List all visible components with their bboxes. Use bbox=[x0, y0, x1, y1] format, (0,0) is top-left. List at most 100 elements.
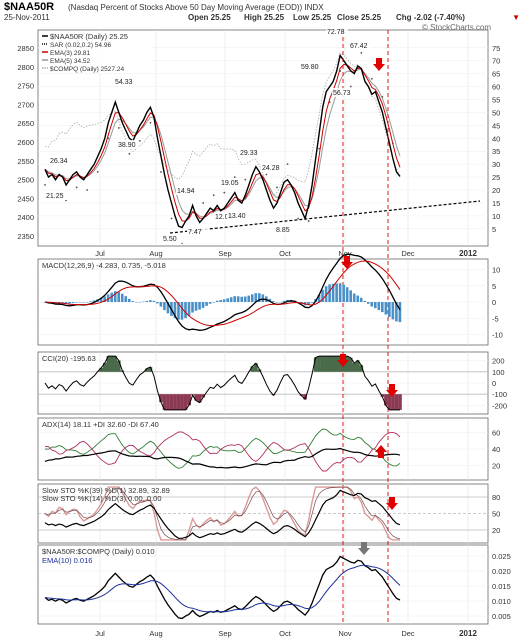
value-label: 14.94 bbox=[177, 188, 195, 195]
price-line bbox=[44, 53, 401, 229]
macd-histogram-bar bbox=[356, 295, 360, 302]
sar-dot bbox=[149, 121, 152, 124]
cci-tick: 200 bbox=[492, 357, 505, 366]
cci-overbought-fill bbox=[99, 367, 104, 372]
macd-histogram-bar bbox=[159, 302, 163, 307]
chg-down-icon: ▼ bbox=[512, 13, 520, 22]
sar-dot bbox=[107, 137, 110, 140]
sar-dot bbox=[212, 194, 215, 197]
open-label: Open 25.25 bbox=[188, 13, 231, 22]
month-label-2012: 2012 bbox=[459, 249, 477, 258]
value-label: 24.28 bbox=[262, 165, 280, 172]
cci-overbought-fill bbox=[145, 368, 149, 372]
macd-histogram-bar bbox=[149, 300, 152, 302]
month-label-aug: Aug bbox=[149, 249, 162, 258]
sar-dot bbox=[86, 189, 89, 191]
ratio-tick: 0.020 bbox=[492, 567, 511, 576]
cci-overbought-fill bbox=[148, 366, 153, 372]
macd-histogram-bar bbox=[103, 296, 106, 302]
main-legend-entry: SAR (0.02,0.2) 54.96 bbox=[50, 42, 111, 49]
main-right-tick: 25 bbox=[492, 173, 500, 182]
value-label: 7.47 bbox=[188, 229, 202, 236]
macd-histogram-bar bbox=[131, 301, 135, 302]
month-label-nov: Nov bbox=[338, 249, 352, 258]
symbol-description: (Nasdaq Percent of Stocks Above 50 Day M… bbox=[68, 3, 324, 12]
macd-histogram-bar bbox=[166, 302, 170, 314]
sar-dot bbox=[360, 52, 363, 54]
value-label: 56.73 bbox=[333, 90, 351, 97]
macd-histogram-bar bbox=[134, 301, 138, 303]
macd-histogram-bar bbox=[384, 302, 388, 315]
macd-histogram-bar bbox=[75, 302, 78, 303]
macd-histogram-bar bbox=[152, 300, 156, 302]
minus-di-line bbox=[44, 431, 401, 472]
main-legend-entry: $COMPQ (Daily) 2527.24 bbox=[50, 66, 124, 73]
sar-dot bbox=[265, 173, 268, 176]
month-label-oct: Oct bbox=[279, 249, 292, 258]
panel-frame-ratio bbox=[37, 544, 489, 625]
macd-histogram-bar bbox=[205, 302, 208, 306]
cci-oversold-fill bbox=[173, 394, 177, 410]
cci-oversold-fill bbox=[303, 394, 307, 400]
macd-tick: 0 bbox=[492, 298, 496, 307]
month-label-bottom-jul: Jul bbox=[95, 629, 105, 638]
main-right-tick: 65 bbox=[492, 70, 500, 79]
cci-overbought-fill bbox=[352, 362, 357, 372]
main-left-tick: 2800 bbox=[17, 63, 34, 72]
cci-overbought-fill bbox=[320, 356, 325, 372]
sto-legend-2: Slow STO %K(14) %D(3) 0.00, 0.00 bbox=[42, 494, 162, 503]
main-left-tick: 2550 bbox=[17, 157, 34, 166]
cci-oversold-fill bbox=[394, 394, 399, 410]
main-legend-entry: EMA(5) 34.52 bbox=[50, 58, 90, 65]
cci-overbought-fill bbox=[356, 360, 360, 372]
macd-histogram-bar bbox=[117, 291, 121, 302]
sto-tick: 50 bbox=[492, 510, 500, 519]
cci-overbought-fill bbox=[117, 360, 121, 372]
main-right-tick: 55 bbox=[492, 95, 500, 104]
macd-histogram-bar bbox=[180, 302, 184, 320]
macd-histogram-bar bbox=[370, 302, 374, 307]
cci-tick: -100 bbox=[492, 390, 507, 399]
sar-dot bbox=[139, 139, 141, 142]
ratio-tick: 0.010 bbox=[492, 597, 511, 606]
main-legend-entry: $NAA50R (Daily) 25.25 bbox=[50, 32, 128, 41]
macd-histogram-bar bbox=[215, 300, 219, 302]
ratio-legend-2: EMA(10) 0.016 bbox=[42, 556, 92, 565]
macd-histogram-bar bbox=[247, 295, 251, 302]
macd-histogram-bar bbox=[85, 301, 89, 303]
sar-dot bbox=[339, 70, 342, 72]
sar-dot bbox=[75, 186, 78, 189]
macd-histogram-bar bbox=[324, 286, 328, 302]
macd-histogram-bar bbox=[145, 300, 149, 302]
macd-histogram-bar bbox=[338, 283, 342, 302]
cci-overbought-fill bbox=[331, 356, 336, 372]
sto-fast-d-line bbox=[44, 486, 401, 541]
macd-tick: -10 bbox=[492, 331, 503, 340]
value-label-bg bbox=[187, 227, 209, 236]
watermark: © StockCharts.com bbox=[422, 23, 491, 32]
macd-signal-line bbox=[44, 260, 401, 327]
macd-histogram-bar bbox=[110, 292, 113, 302]
sto-tick: 80 bbox=[492, 493, 500, 502]
value-label-bg bbox=[300, 62, 322, 71]
cci-oversold-fill bbox=[183, 394, 188, 410]
sar-dot bbox=[170, 217, 173, 220]
cci-overbought-fill bbox=[359, 365, 364, 372]
sar-dot bbox=[233, 176, 236, 178]
main-right-tick: 35 bbox=[492, 147, 500, 156]
sar-dot bbox=[381, 96, 384, 98]
sto-slow-line bbox=[44, 489, 401, 539]
value-label-bg bbox=[117, 140, 139, 149]
macd-histogram-bar bbox=[272, 301, 275, 302]
panels bbox=[37, 29, 489, 625]
macd-histogram-bar bbox=[124, 296, 128, 302]
cci-overbought-fill bbox=[250, 366, 255, 372]
macd-histogram-bar bbox=[127, 298, 131, 302]
value-label-bg bbox=[349, 41, 371, 50]
low-label: Low 25.25 bbox=[293, 13, 332, 22]
ratio-tick: 0.025 bbox=[492, 552, 511, 561]
plus-di-line bbox=[44, 428, 401, 469]
macd-histogram-bar bbox=[106, 294, 110, 302]
macd-histogram-bar bbox=[198, 302, 201, 310]
month-label-jul: Jul bbox=[95, 249, 105, 258]
